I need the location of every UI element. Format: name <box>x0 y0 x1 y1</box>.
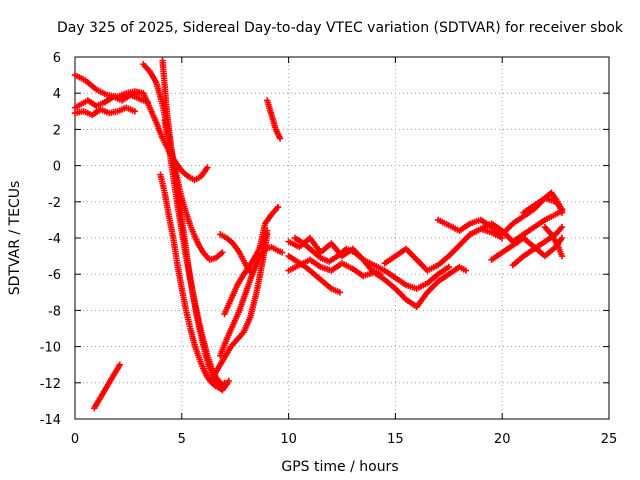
y-tick-label: -14 <box>40 413 61 428</box>
series-track-14 <box>91 361 124 412</box>
data-marks <box>71 57 566 412</box>
series-track-16 <box>285 256 470 310</box>
y-axis-label: SDTVAR / TECUs <box>7 181 23 296</box>
data-point <box>558 223 566 231</box>
x-tick-label: 25 <box>601 432 618 447</box>
chart-title: Day 325 of 2025, Sidereal Day-to-day VTE… <box>57 20 624 36</box>
data-point <box>336 289 344 296</box>
y-tick-label: -4 <box>48 232 61 247</box>
data-point <box>278 249 286 256</box>
y-tick-label: 4 <box>53 87 61 102</box>
data-point <box>445 263 452 271</box>
y-tick-label: 2 <box>53 123 61 138</box>
x-tick-label: 10 <box>280 432 297 447</box>
series-track-21 <box>466 207 566 245</box>
x-tick-label: 0 <box>71 432 79 447</box>
y-tick-label: 0 <box>53 160 61 175</box>
data-point <box>204 164 211 171</box>
data-point <box>558 209 566 216</box>
data-point <box>462 267 470 274</box>
data-point <box>116 361 124 368</box>
data-point <box>377 271 384 278</box>
grid <box>75 57 609 419</box>
y-tick-label: 6 <box>53 51 61 66</box>
data-point <box>276 135 284 142</box>
series-track-26 <box>274 204 282 211</box>
data-point <box>558 234 566 242</box>
data-point <box>219 249 226 256</box>
y-tick-label: -2 <box>48 196 61 211</box>
series-track-12 <box>217 204 282 278</box>
series-track-25 <box>541 223 566 260</box>
ticks: 0 5 10 15 20 25 -14 -12 -10 -8 -6 -4 -2 0 2 4 6 <box>40 51 618 447</box>
series-track-24 <box>520 189 566 216</box>
y-tick-label: -6 <box>48 268 61 283</box>
data-point <box>274 204 282 211</box>
series-track-11 <box>221 227 271 318</box>
x-tick-label: 5 <box>178 432 186 447</box>
series-track-19 <box>381 225 506 274</box>
data-point <box>131 108 139 115</box>
y-tick-label: -10 <box>40 341 61 356</box>
y-tick-label: -8 <box>48 304 61 319</box>
data-point <box>225 377 232 385</box>
series-track-2 <box>71 104 139 119</box>
series-track-13 <box>264 97 284 142</box>
x-tick-label: 15 <box>387 432 404 447</box>
series-track-18 <box>291 234 384 278</box>
x-tick-label: 20 <box>494 432 511 447</box>
data-point <box>558 252 566 260</box>
y-tick-label: -12 <box>40 377 61 392</box>
series-track-17 <box>285 252 344 296</box>
x-axis-label: GPS time / hours <box>281 459 398 475</box>
